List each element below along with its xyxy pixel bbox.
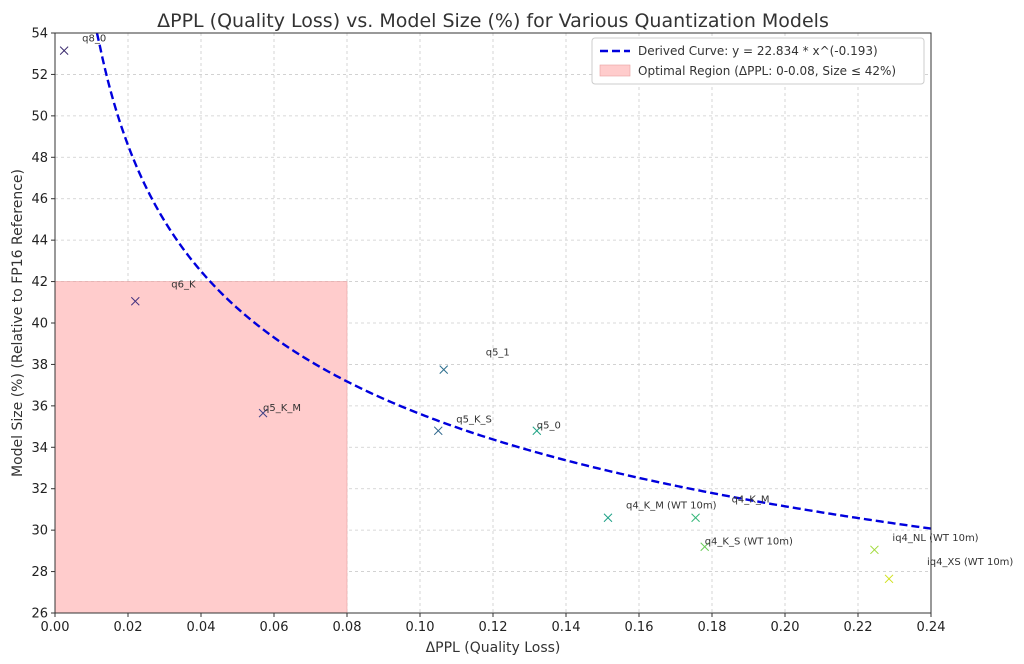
x-tick-label: 0.14: [552, 620, 581, 635]
legend-region-label: Optimal Region (ΔPPL: 0-0.08, Size ≤ 42%…: [638, 64, 896, 78]
x-tick-label: 0.08: [333, 620, 362, 635]
chart-title: ΔPPL (Quality Loss) vs. Model Size (%) f…: [157, 10, 829, 32]
point-marker-stroke: [439, 365, 449, 374]
y-tick-label: 36: [31, 399, 48, 414]
y-tick-label: 38: [31, 358, 48, 373]
y-tick-label: 44: [31, 234, 48, 249]
point-iq4-xs-wt-10m-: [884, 574, 894, 584]
point-q5-0: [532, 426, 542, 436]
point-marker-stroke: [603, 513, 613, 523]
x-tick-label: 0.12: [479, 620, 508, 635]
point-marker-stroke: [884, 574, 894, 584]
y-tick-label: 40: [31, 317, 48, 332]
y-axis-ticks: 26 28 30 32 34 36 38 40 42 44 46 48 50 52 54: [31, 27, 55, 622]
x-tick-label: 0.18: [698, 620, 727, 635]
point-label: iq4_NL (WT 10m): [892, 533, 978, 544]
point-q5-k-s: [433, 426, 443, 436]
x-tick-label: 0.02: [114, 620, 143, 635]
x-tick-label: 0.20: [771, 620, 800, 635]
point-marker-stroke: [870, 545, 879, 555]
x-tick-label: 0.10: [406, 620, 435, 635]
point-label: q4_K_M: [732, 495, 770, 506]
point-marker-stroke: [130, 296, 140, 306]
x-tick-label: 0.22: [844, 620, 873, 635]
x-tick-label: 0.16: [625, 620, 654, 635]
point-marker-stroke: [258, 408, 268, 418]
point-marker-stroke: [532, 426, 542, 436]
y-tick-label: 46: [31, 192, 48, 207]
y-tick-label: 26: [31, 607, 48, 622]
y-tick-label: 30: [31, 524, 48, 539]
x-axis-ticks: 0.00 0.02 0.04 0.06 0.08 0.10 0.12 0.14 0.16 0.18…: [41, 613, 946, 635]
y-tick-label: 42: [31, 275, 48, 290]
y-tick-label: 50: [31, 109, 48, 124]
data-points: [59, 46, 894, 584]
y-tick-label: 34: [31, 441, 48, 456]
optimal-region: [54, 281, 348, 614]
point-label: q4_K_M (WT 10m): [626, 501, 717, 512]
point-marker-stroke: [691, 513, 700, 523]
point-label: q5_1: [486, 348, 510, 359]
x-tick-label: 0.04: [187, 620, 216, 635]
point-label: q5_K_S: [456, 415, 492, 426]
point-marker-stroke: [59, 46, 69, 55]
point-marker-stroke: [700, 542, 710, 552]
x-tick-label: 0.00: [41, 620, 70, 635]
y-tick-label: 48: [31, 151, 48, 166]
y-tick-label: 28: [31, 565, 48, 580]
point-marker-stroke: [433, 426, 443, 436]
legend-region-swatch: [599, 64, 631, 77]
point-label: q6_K: [171, 279, 196, 290]
point-label: q8_0: [82, 34, 106, 45]
legend-box: [591, 37, 925, 85]
point-q6-k: [130, 296, 140, 306]
x-axis-label: ΔPPL (Quality Loss): [426, 640, 561, 656]
point-q5-1: [439, 365, 449, 374]
point-q4-k-m: [691, 513, 700, 523]
y-axis-label: Model Size (%) (Relative to FP16 Referen…: [10, 169, 26, 477]
y-tick-label: 54: [31, 27, 48, 42]
x-tick-label: 0.24: [917, 620, 946, 635]
x-tick-label: 0.06: [260, 620, 289, 635]
point-label: q5_K_M: [263, 403, 301, 414]
y-tick-label: 32: [31, 482, 48, 497]
legend-curve-label: Derived Curve: y = 22.834 * x^(-0.193): [638, 44, 878, 58]
data-point-labels: q8_0 q6_K q5_K_M q5_1 q5_K_S q5_0 q4_K_M (WT 1…: [82, 34, 1013, 568]
point-q5-k-m: [258, 408, 268, 418]
point-q4-k-m-wt-10m-: [603, 513, 613, 523]
point-label: q5_0: [537, 421, 561, 432]
point-iq4-nl-wt-10m-: [870, 545, 879, 555]
point-q4-k-s-wt-10m-: [700, 542, 710, 552]
y-tick-label: 52: [31, 68, 48, 83]
point-label: iq4_XS (WT 10m): [927, 557, 1013, 568]
legend: Derived Curve: y = 22.834 * x^(-0.193) O…: [591, 37, 925, 85]
derived-curve: [95, 32, 932, 530]
point-label: q4_K_S (WT 10m): [705, 537, 793, 548]
point-q8-0: [59, 46, 69, 55]
